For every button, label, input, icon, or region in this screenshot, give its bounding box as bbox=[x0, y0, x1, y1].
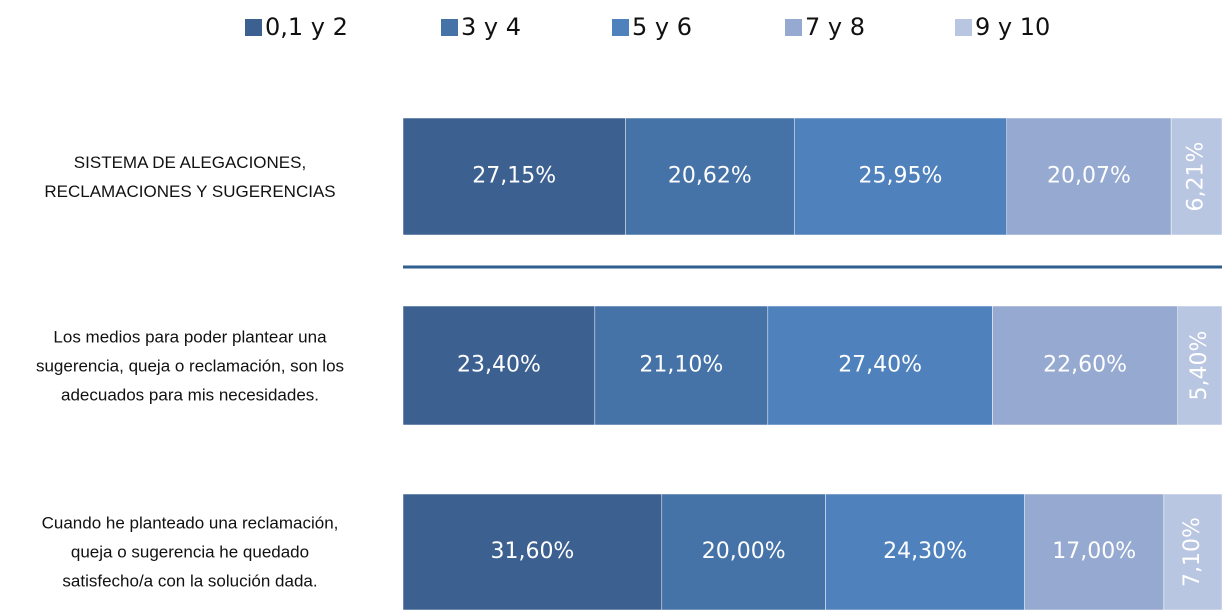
legend-label: 9 y 10 bbox=[975, 13, 1050, 41]
data-label: 27,40% bbox=[838, 353, 922, 378]
category-label: SISTEMA DE ALEGACIONES, RECLAMACIONES Y … bbox=[44, 152, 336, 201]
category-label: Cuando he planteado una reclamación, que… bbox=[41, 513, 339, 591]
data-label: 20,00% bbox=[702, 539, 786, 564]
data-label: 25,95% bbox=[859, 164, 943, 189]
data-label: 21,10% bbox=[639, 353, 723, 378]
bar-segment bbox=[767, 305, 993, 426]
bar-segment bbox=[594, 305, 769, 426]
legend-swatch bbox=[785, 19, 802, 36]
bar-segment bbox=[992, 305, 1178, 426]
bar-segment bbox=[402, 117, 626, 236]
data-label: 24,30% bbox=[883, 539, 967, 564]
data-label: 20,07% bbox=[1047, 164, 1131, 189]
data-label: 20,62% bbox=[668, 164, 752, 189]
bar-segment bbox=[625, 117, 795, 236]
legend-swatch bbox=[955, 19, 972, 36]
bar-segment bbox=[402, 493, 663, 610]
bar-segment bbox=[793, 117, 1008, 236]
data-label: 27,15% bbox=[472, 164, 556, 189]
legend-swatch bbox=[612, 19, 629, 36]
bar-segment bbox=[1163, 493, 1223, 610]
legend-label: 0,1 y 2 bbox=[265, 13, 348, 41]
data-label: 23,40% bbox=[457, 353, 541, 378]
data-label: 5,40% bbox=[1187, 331, 1212, 401]
bar-segment bbox=[1170, 117, 1223, 236]
legend-label: 3 y 4 bbox=[461, 13, 521, 41]
bar-segment bbox=[1006, 117, 1172, 236]
bar-segment bbox=[1024, 493, 1165, 610]
data-label: 7,10% bbox=[1180, 517, 1205, 587]
legend-swatch bbox=[441, 19, 458, 36]
bar-segment bbox=[1177, 305, 1223, 426]
data-label: 31,60% bbox=[490, 539, 574, 564]
data-label: 6,21% bbox=[1184, 142, 1209, 212]
legend-swatch bbox=[245, 19, 262, 36]
legend-label: 5 y 6 bbox=[632, 13, 692, 41]
category-label: Los medios para poder plantear una suger… bbox=[35, 327, 345, 404]
bar-segment bbox=[402, 305, 596, 426]
bar-segment bbox=[825, 493, 1025, 610]
legend-label: 7 y 8 bbox=[805, 13, 865, 41]
data-label: 17,00% bbox=[1052, 539, 1136, 564]
bar-segment bbox=[661, 493, 826, 610]
data-label: 22,60% bbox=[1043, 353, 1127, 378]
